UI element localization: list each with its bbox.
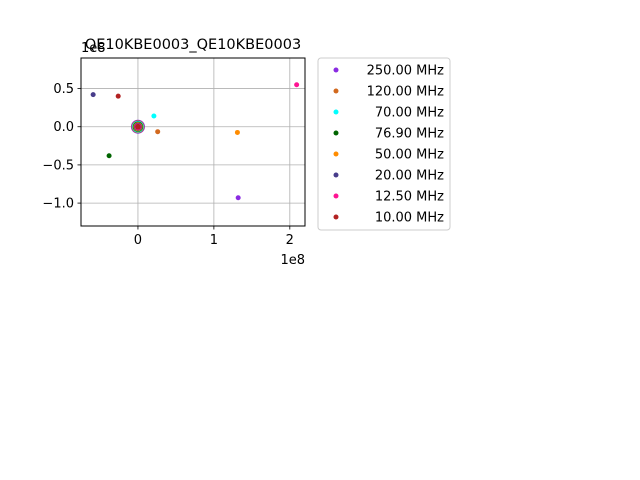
y-tick-label: −0.5 (42, 158, 74, 173)
legend-label: 20.00 MHz (375, 169, 444, 184)
grid-lines (81, 58, 305, 226)
data-point (235, 195, 241, 201)
legend-marker (333, 88, 339, 94)
x-offset-text: 1e8 (280, 253, 305, 268)
legend-label: 76.90 MHz (375, 127, 444, 142)
legend-marker (333, 193, 339, 199)
data-point (115, 93, 121, 99)
data-point (155, 129, 161, 135)
x-axis-ticks: 0 1 2 (134, 226, 294, 248)
data-point (294, 82, 300, 88)
legend-label: 250.00 MHz (367, 64, 445, 79)
y-tick-label: 0.0 (53, 120, 74, 135)
data-points (90, 82, 300, 201)
data-point (151, 113, 157, 119)
legend-frame (317, 57, 451, 231)
x-tick-label: 1 (210, 233, 218, 248)
y-axis-ticks: −1.0 −0.5 0.0 0.5 (42, 82, 81, 212)
data-point (234, 129, 240, 135)
legend-marker (333, 109, 339, 115)
legend: 250.00 MHz 120.00 MHz 70.00 MHz 76.90 MHz 50… (317, 57, 451, 231)
legend-marker (333, 151, 339, 157)
y-tick-label: −1.0 (42, 197, 74, 212)
y-tick-label: 0.5 (53, 82, 74, 97)
legend-marker (333, 130, 339, 136)
x-tick-label: 2 (286, 233, 294, 248)
data-point (135, 123, 141, 130)
plot-frame (80, 57, 306, 227)
chart-title: QE10KBE0003_QE10KBE0003 (85, 37, 301, 53)
legend-label: 70.00 MHz (375, 106, 444, 121)
data-point (90, 92, 96, 98)
x-tick-label: 0 (134, 233, 142, 248)
legend-label: 50.00 MHz (375, 148, 444, 163)
legend-label: 12.50 MHz (375, 190, 444, 205)
y-offset-text: 1e8 (81, 41, 106, 56)
legend-marker (333, 172, 339, 178)
data-point (106, 153, 112, 159)
legend-marker (333, 67, 339, 73)
legend-marker (333, 214, 339, 220)
legend-label: 10.00 MHz (375, 211, 444, 226)
legend-label: 120.00 MHz (367, 85, 445, 100)
